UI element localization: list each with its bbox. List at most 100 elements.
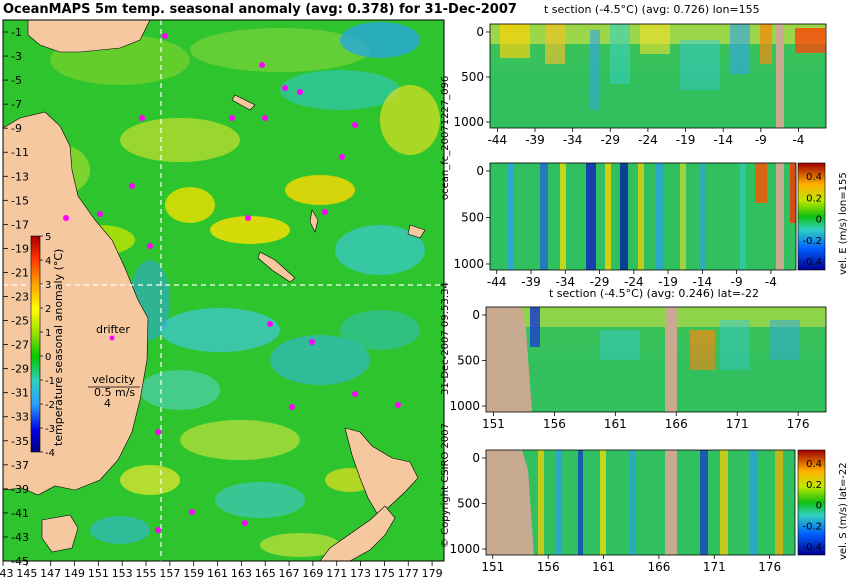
- panel-y-tick-label: 500: [461, 70, 484, 84]
- land-new-caledonia: [257, 251, 296, 283]
- map-x-tick-label: 145: [16, 567, 37, 580]
- panel-x-tick-label: -24: [638, 133, 658, 147]
- panel-2-colorbar-label: vel. E (m/s) lon=155: [838, 172, 849, 275]
- map-y-tick-label: -1: [11, 26, 22, 39]
- panel-x-tick-label: 161: [592, 560, 615, 574]
- panel-3-features: [486, 307, 826, 412]
- panel-y-tick-label: 500: [457, 497, 480, 511]
- panel-x-tick-label: 166: [665, 417, 688, 431]
- panel-y-tick-label: 1000: [449, 542, 480, 556]
- forecast-label: ocean_fc_20071227_096: [440, 76, 451, 200]
- panel-x-tick-label: -29: [600, 133, 620, 147]
- map-y-tick-label: -15: [11, 194, 29, 207]
- panel-3-x-ticks: 151 156 161 166 171 176: [482, 412, 810, 431]
- panel-4-features: [486, 450, 783, 555]
- panel-x-tick-label: 161: [604, 417, 627, 431]
- panel-x-tick-label: -19: [676, 133, 696, 147]
- map-x-tick-label: 173: [350, 567, 371, 580]
- panel-1-frame: [489, 23, 827, 129]
- velocity-legend-scale: 4: [104, 397, 111, 410]
- map-x-tick-label: 155: [136, 567, 157, 580]
- map-x-tick-label: 165: [255, 567, 276, 580]
- panel-4-colorbar-ticks: 0.4 0.2 0 -0.2 -0.4: [802, 459, 822, 553]
- map-y-tick-label: -45: [11, 555, 29, 568]
- land-new-zealand-north: [344, 427, 419, 516]
- map-colorbar-tick-label: 2: [45, 304, 51, 315]
- map-y-tick-label: -19: [11, 242, 29, 255]
- panel-colorbar-tick-label: -0.4: [802, 257, 822, 268]
- panel-x-tick-label: -34: [563, 133, 583, 147]
- map-y-tick-label: -41: [11, 507, 29, 520]
- map-x-tick-label: 175: [374, 567, 395, 580]
- panel-3-title: t section (-4.5°C) (avg: 0.246) lat=-22: [549, 287, 759, 300]
- timestamp-label: 31-Dec-2007 09:53:34: [440, 282, 451, 395]
- map-colorbar-tick-label: -3: [45, 424, 55, 435]
- panel-2-frame: [489, 162, 797, 271]
- map-y-tick-label: -7: [11, 98, 22, 111]
- panel-colorbar-tick-label: -0.4: [802, 542, 822, 553]
- panel-4-x-ticks: 151 156 161 166 171 176: [481, 555, 781, 574]
- map-x-tick-label: 157: [159, 567, 180, 580]
- panel-2-features: [508, 163, 796, 270]
- panel-x-tick-label: -9: [755, 133, 767, 147]
- panel-x-tick-label: -19: [658, 275, 678, 289]
- map-x-tick-label: 143: [0, 567, 14, 580]
- panel-3: t section (-4.5°C) (avg: 0.246) lat=-22 …: [449, 287, 827, 431]
- panel-colorbar-tick-label: -0.2: [802, 236, 822, 247]
- panel-colorbar-tick-label: 0: [816, 215, 822, 226]
- map-y-tick-label: -27: [11, 339, 29, 352]
- map-y-tick-label: -33: [11, 411, 29, 424]
- panel-4-colorbar: [797, 449, 826, 556]
- panel-y-tick-label: 0: [476, 164, 484, 178]
- panel-3-y-ticks: 0 500 1000: [449, 308, 486, 413]
- panel-4-colorbar-label: vel. S (m/s) lat=-22: [838, 462, 849, 560]
- panel-y-tick-label: 0: [472, 308, 480, 322]
- panel-x-tick-label: 156: [537, 560, 560, 574]
- map-colorbar-label: temperature seasonal anomaly (°C): [52, 249, 65, 446]
- map-colorbar-gradient: [30, 235, 41, 453]
- map-y-tick-label: -37: [11, 459, 29, 472]
- map-colorbar-tick-label: 4: [45, 256, 51, 267]
- map-colorbar-tick-label: 5: [45, 232, 51, 243]
- map-x-tick-label: 151: [88, 567, 109, 580]
- panel-1-title: t section (-4.5°C) (avg: 0.726) lon=155: [544, 3, 760, 16]
- panel-3-frame: [485, 306, 827, 413]
- map-colorbar-tick-label: 0: [45, 352, 51, 363]
- panel-x-tick-label: -39: [521, 275, 541, 289]
- panel-colorbar-tick-label: 0.2: [806, 480, 822, 491]
- panel-x-tick-label: 176: [787, 417, 810, 431]
- drifter-legend-label: drifter: [96, 323, 130, 336]
- panel-2-y-ticks: 0 500 1000: [453, 164, 490, 271]
- map-colorbar-tick-label: -2: [45, 400, 55, 411]
- panel-y-tick-label: 1000: [453, 257, 484, 271]
- panel-x-tick-label: -24: [624, 275, 644, 289]
- map-y-tick-label: -43: [11, 531, 29, 544]
- panel-x-tick-label: -29: [590, 275, 610, 289]
- panel-colorbar-tick-label: 0: [816, 501, 822, 512]
- map-x-tick-label: 171: [326, 567, 347, 580]
- map-y-tick-label: -21: [11, 266, 29, 279]
- panel-4-frame: [485, 449, 796, 556]
- panel-x-tick-label: -4: [792, 133, 804, 147]
- panel-x-tick-label: -39: [525, 133, 545, 147]
- map-x-tick-label: 167: [279, 567, 300, 580]
- map-colorbar-ticks: 5 4 3 2 1 0 -1 -2 -3 -4: [40, 232, 55, 459]
- map-x-tick-label: 161: [207, 567, 228, 580]
- velocity-legend-label: velocity: [92, 373, 135, 386]
- map-x-tick-label: 153: [112, 567, 133, 580]
- map-x-tick-label: 177: [398, 567, 419, 580]
- panel-colorbar-tick-label: 0.4: [806, 459, 822, 470]
- land-vanuatu: [309, 209, 319, 233]
- map-y-tick-label: -9: [11, 122, 22, 135]
- map-colorbar: 5 4 3 2 1 0 -1 -2 -3 -4 temperature seasonal anom…: [30, 232, 65, 459]
- map-x-tick-label: 163: [231, 567, 252, 580]
- velocity-legend-speed: 0.5 m/s: [94, 386, 135, 399]
- map-y-tick-label: -3: [11, 50, 22, 63]
- panel-2-colorbar: [797, 162, 826, 271]
- panel-x-tick-label: -14: [693, 275, 713, 289]
- land-new-guinea: [27, 19, 151, 53]
- panel-2-colorbar-ticks: 0.4 0.2 0 -0.2 -0.4: [802, 172, 822, 268]
- map-x-tick-label: 149: [64, 567, 85, 580]
- map-y-tick-label: -25: [11, 315, 29, 328]
- map-panel: [2, 19, 445, 562]
